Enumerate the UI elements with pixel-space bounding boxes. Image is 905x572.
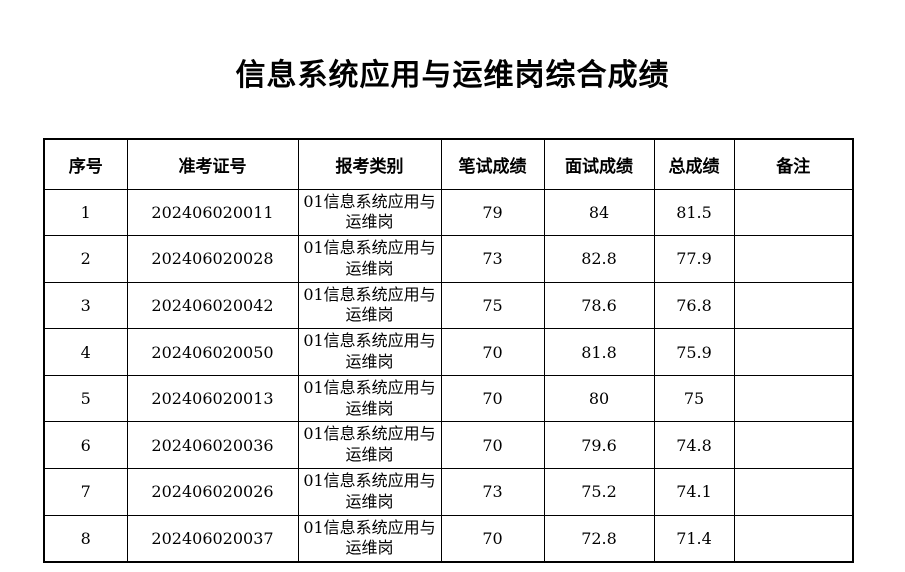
cell-written: 70	[440, 374, 545, 423]
cell-category: 01信息系统应用与运维岗	[297, 468, 442, 516]
header-category: 报考类别	[297, 138, 442, 190]
cell-category: 01信息系统应用与运维岗	[297, 188, 442, 237]
table-row: 2 202406020028 01信息系统应用与运维岗 73 82.8 77.9	[43, 235, 854, 283]
cell-ticket: 202406020026	[126, 468, 299, 516]
cell-total: 75.9	[653, 328, 735, 376]
cell-no: 7	[43, 468, 128, 516]
cell-no: 3	[43, 281, 128, 330]
cell-written: 79	[440, 188, 545, 237]
cell-remark	[733, 328, 854, 376]
table-header-row: 序号 准考证号 报考类别 笔试成绩 面试成绩 总成绩 备注	[43, 138, 854, 190]
cell-total: 74.8	[653, 421, 735, 470]
cell-total: 71.4	[653, 514, 735, 563]
cell-no: 1	[43, 188, 128, 237]
table-row: 1 202406020011 01信息系统应用与运维岗 79 84 81.5	[43, 188, 854, 237]
cell-category: 01信息系统应用与运维岗	[297, 421, 442, 470]
page-title: 信息系统应用与运维岗综合成绩	[235, 58, 670, 93]
score-table: 序号 准考证号 报考类别 笔试成绩 面试成绩 总成绩 备注 1 202406020…	[43, 138, 854, 564]
cell-remark	[733, 468, 854, 516]
cell-interview: 72.8	[543, 514, 655, 563]
cell-category: 01信息系统应用与运维岗	[297, 514, 442, 563]
cell-category: 01信息系统应用与运维岗	[297, 281, 442, 330]
cell-no: 2	[43, 235, 128, 283]
cell-written: 75	[440, 281, 545, 330]
cell-total: 76.8	[653, 281, 735, 330]
table-body: 1 202406020011 01信息系统应用与运维岗 79 84 81.5 2 202406…	[43, 188, 854, 563]
cell-written: 70	[440, 514, 545, 563]
cell-interview: 81.8	[543, 328, 655, 376]
header-remark: 备注	[733, 138, 854, 190]
cell-remark	[733, 281, 854, 330]
table-row: 8 202406020037 01信息系统应用与运维岗 70 72.8 71.4	[43, 514, 854, 563]
cell-interview: 75.2	[543, 468, 655, 516]
cell-interview: 84	[543, 188, 655, 237]
cell-category: 01信息系统应用与运维岗	[297, 328, 442, 376]
cell-total: 75	[653, 374, 735, 423]
cell-category: 01信息系统应用与运维岗	[297, 374, 442, 423]
table-row: 3 202406020042 01信息系统应用与运维岗 75 78.6 76.8	[43, 281, 854, 330]
cell-interview: 79.6	[543, 421, 655, 470]
cell-total: 81.5	[653, 188, 735, 237]
cell-remark	[733, 514, 854, 563]
cell-remark	[733, 235, 854, 283]
cell-no: 5	[43, 374, 128, 423]
cell-total: 77.9	[653, 235, 735, 283]
cell-ticket: 202406020037	[126, 514, 299, 563]
cell-interview: 80	[543, 374, 655, 423]
cell-written: 70	[440, 328, 545, 376]
header-no: 序号	[43, 138, 128, 190]
cell-ticket: 202406020050	[126, 328, 299, 376]
cell-interview: 78.6	[543, 281, 655, 330]
cell-ticket: 202406020011	[126, 188, 299, 237]
table-row: 6 202406020036 01信息系统应用与运维岗 70 79.6 74.8	[43, 421, 854, 470]
cell-written: 73	[440, 468, 545, 516]
header-written: 笔试成绩	[440, 138, 545, 190]
cell-written: 70	[440, 421, 545, 470]
header-ticket: 准考证号	[126, 138, 299, 190]
cell-no: 8	[43, 514, 128, 563]
cell-no: 4	[43, 328, 128, 376]
cell-category: 01信息系统应用与运维岗	[297, 235, 442, 283]
cell-ticket: 202406020036	[126, 421, 299, 470]
cell-ticket: 202406020028	[126, 235, 299, 283]
cell-total: 74.1	[653, 468, 735, 516]
cell-interview: 82.8	[543, 235, 655, 283]
cell-remark	[733, 374, 854, 423]
table-row: 4 202406020050 01信息系统应用与运维岗 70 81.8 75.9	[43, 328, 854, 376]
cell-ticket: 202406020013	[126, 374, 299, 423]
cell-written: 73	[440, 235, 545, 283]
cell-ticket: 202406020042	[126, 281, 299, 330]
table-row: 7 202406020026 01信息系统应用与运维岗 73 75.2 74.1	[43, 468, 854, 516]
cell-remark	[733, 188, 854, 237]
cell-remark	[733, 421, 854, 470]
table-row: 5 202406020013 01信息系统应用与运维岗 70 80 75	[43, 374, 854, 423]
header-total: 总成绩	[653, 138, 735, 190]
header-interview: 面试成绩	[543, 138, 655, 190]
cell-no: 6	[43, 421, 128, 470]
